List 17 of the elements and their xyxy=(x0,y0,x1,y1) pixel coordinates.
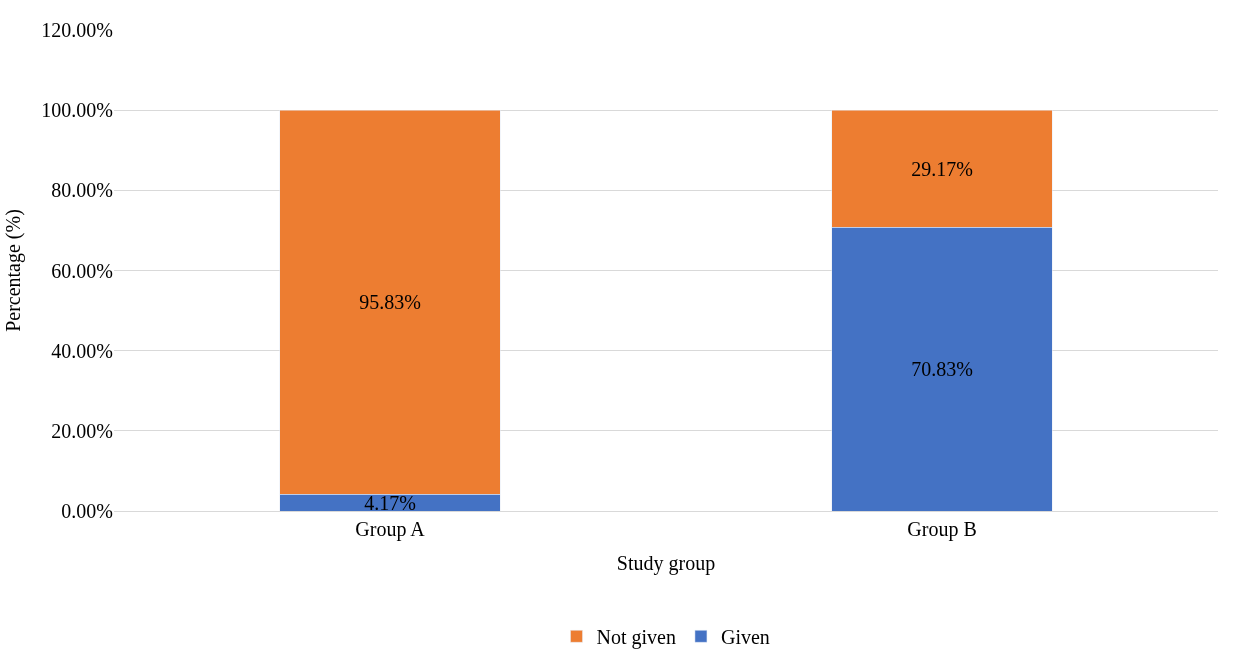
y-tick-label: 40.00% xyxy=(51,339,113,362)
data-label: 70.83% xyxy=(911,358,973,381)
y-tick-label: 60.00% xyxy=(51,259,113,282)
x-axis-title: Study group xyxy=(616,551,716,575)
data-label: 29.17% xyxy=(911,157,973,180)
y-tick-label: 80.00% xyxy=(51,179,113,202)
x-tick-label: Group B xyxy=(907,518,977,541)
y-tick-label: 120.00% xyxy=(41,19,113,41)
data-label: 95.83% xyxy=(359,291,421,314)
x-tick-label: Group A xyxy=(355,518,426,541)
y-axis-title: Percentage (%) xyxy=(1,209,25,332)
y-tick-label: 20.00% xyxy=(51,419,113,442)
legend-label: Not given xyxy=(596,626,676,650)
y-tick-label: 0.00% xyxy=(61,500,113,522)
y-tick-label: 100.00% xyxy=(41,99,113,122)
data-label: 4.17% xyxy=(364,491,416,514)
legend-label: Given xyxy=(720,626,770,649)
